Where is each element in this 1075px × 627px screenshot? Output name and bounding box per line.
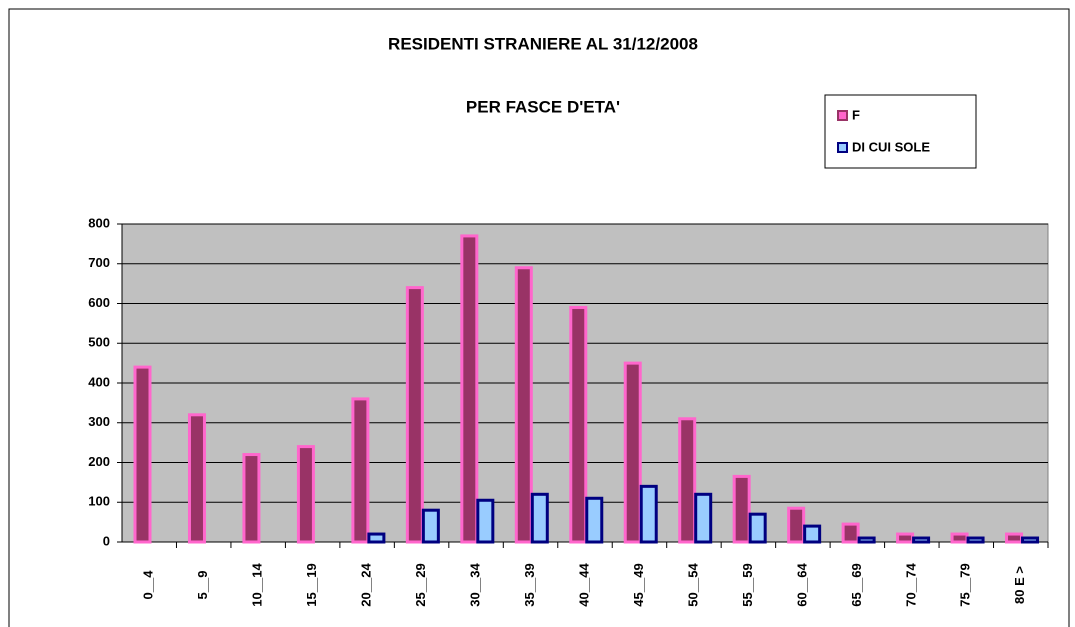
bar <box>623 361 642 544</box>
x-tick-label: 80 E > <box>1012 566 1027 604</box>
x-tick-label: 25__29 <box>413 563 428 606</box>
bar <box>1021 536 1040 544</box>
bar <box>421 508 440 544</box>
x-tick-label: 45__49 <box>631 563 646 606</box>
legend-label: F <box>852 107 860 122</box>
bar <box>242 453 261 544</box>
y-tick-label: 500 <box>88 335 110 350</box>
bar <box>1005 532 1024 544</box>
bar <box>950 532 969 544</box>
bar <box>585 496 604 544</box>
x-tick-label: 5__9 <box>195 571 210 600</box>
bar <box>678 417 697 544</box>
bar <box>460 234 479 544</box>
x-tick-label: 40__44 <box>576 563 591 607</box>
bar <box>896 532 915 544</box>
bar <box>187 413 206 544</box>
y-tick-label: 600 <box>88 295 110 310</box>
bar <box>639 484 658 544</box>
legend-label: DI CUI SOLE <box>852 139 930 154</box>
bar <box>732 474 751 544</box>
bar <box>351 397 370 544</box>
bar <box>966 536 985 544</box>
bar <box>405 286 424 544</box>
legend <box>824 94 977 169</box>
x-tick-label: 15__19 <box>304 563 319 606</box>
x-tick-label: 60__64 <box>794 563 809 607</box>
bar <box>803 524 822 544</box>
bar <box>133 365 152 544</box>
bar <box>841 522 860 544</box>
x-tick-label: 30__34 <box>467 563 482 607</box>
x-tick-label: 0__4 <box>141 570 156 600</box>
legend-swatch <box>837 110 848 121</box>
x-tick-label: 70__74 <box>903 563 918 607</box>
bar <box>514 266 533 544</box>
x-tick-label: 75__79 <box>958 563 973 606</box>
x-tick-label: 65__69 <box>849 563 864 606</box>
y-tick-label: 700 <box>88 255 110 270</box>
chart-title: RESIDENTI STRANIERE AL 31/12/2008 <box>388 34 698 53</box>
y-tick-label: 300 <box>88 414 110 429</box>
x-tick-label: 55__59 <box>740 563 755 606</box>
bar <box>787 506 806 544</box>
bar <box>694 492 713 544</box>
bar <box>476 498 495 544</box>
x-tick-label: 10__14 <box>250 563 265 607</box>
bar <box>296 445 315 544</box>
bar <box>857 536 876 544</box>
x-tick-label: 50__54 <box>685 563 700 607</box>
x-tick-label: 20__24 <box>359 563 374 607</box>
bar <box>569 305 588 544</box>
chart-subtitle: PER FASCE D'ETA' <box>466 97 620 116</box>
bar <box>530 492 549 544</box>
y-tick-label: 800 <box>88 215 110 230</box>
y-tick-label: 100 <box>88 494 110 509</box>
bar <box>748 512 767 544</box>
y-tick-label: 400 <box>88 374 110 389</box>
legend-swatch <box>837 142 848 153</box>
x-tick-label: 35__39 <box>522 563 537 606</box>
bar <box>912 536 931 544</box>
bar <box>367 532 386 544</box>
y-tick-label: 0 <box>103 533 110 548</box>
y-tick-label: 200 <box>88 454 110 469</box>
